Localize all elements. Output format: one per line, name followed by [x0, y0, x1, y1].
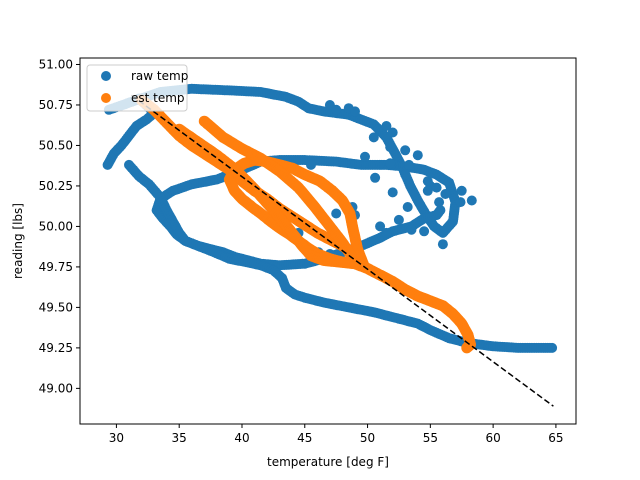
raw-temp-point: [368, 132, 379, 143]
legend-box: [86, 64, 188, 112]
x-tick-label: 35: [172, 431, 187, 445]
y-tick-label: 50.75: [39, 98, 73, 112]
x-tick-label: 60: [485, 431, 500, 445]
raw-temp-point: [375, 221, 386, 232]
raw-temp-point: [404, 159, 414, 170]
raw-temp-point: [456, 185, 467, 196]
y-tick-label: 50.00: [39, 219, 73, 233]
raw-temp-point: [434, 197, 445, 208]
x-tick-label: 50: [360, 431, 375, 445]
y-tick-label: 49.75: [39, 260, 73, 274]
raw-temp-point: [406, 224, 417, 235]
raw-temp-point: [402, 202, 413, 212]
raw-temp-point: [370, 172, 381, 183]
raw-temp-point: [547, 342, 558, 353]
series-layer: [102, 83, 558, 407]
y-tick-label: 50.25: [39, 179, 73, 193]
legend-label-raw-temp: raw temp: [131, 69, 188, 83]
fit-line: [131, 94, 554, 407]
raw-temp-point: [385, 142, 396, 153]
y-axis: 49.00 49.25 49.50 49.75 50.00 50.25 50.50 50.75…: [39, 57, 80, 395]
x-tick-label: 30: [109, 431, 124, 445]
y-tick-label: 50.50: [39, 138, 73, 152]
raw-temp-point: [350, 106, 360, 117]
plot-frame: [79, 57, 577, 425]
y-tick-label: 49.00: [39, 381, 73, 395]
est-temp-point: [461, 342, 473, 354]
raw-temp-point: [385, 158, 396, 169]
legend-marker-est-temp: [101, 93, 111, 103]
raw-temp-point: [419, 226, 430, 237]
raw-temp-point: [437, 239, 448, 250]
raw-temp-point: [400, 145, 411, 156]
raw-temp-point: [381, 227, 392, 238]
raw-temp-point: [387, 187, 398, 198]
y-tick-label: 49.50: [39, 300, 73, 314]
raw-temp-point: [393, 214, 404, 225]
legend: raw temp est temp: [86, 64, 188, 112]
est-temp-point: [345, 250, 357, 262]
legend-label-est-temp: est temp: [131, 91, 185, 105]
legend-marker-raw-temp: [101, 71, 111, 81]
raw-temp-point: [400, 169, 411, 180]
y-tick-label: 49.25: [39, 341, 73, 355]
raw-temp-point: [387, 127, 398, 138]
raw-temp-point: [306, 159, 316, 170]
x-tick-label: 55: [423, 431, 438, 445]
raw-temp-point: [435, 205, 446, 216]
raw-temp-point: [412, 150, 423, 161]
x-tick-label: 65: [548, 431, 563, 445]
raw-temp-point: [422, 185, 433, 196]
raw-temp-point: [381, 121, 392, 131]
x-tick-label: 45: [297, 431, 312, 445]
raw-temp-point: [331, 104, 342, 115]
x-axis-label: temperature [deg F]: [267, 455, 389, 469]
raw-temp-point: [331, 208, 342, 219]
x-tick-label: 40: [234, 431, 249, 445]
raw-temp-point: [360, 151, 370, 162]
x-axis: 30 35 40 45 50 55 60 65: [109, 424, 564, 445]
y-axis-label: reading [lbs]: [11, 203, 25, 279]
raw-temp-point: [466, 195, 477, 206]
raw-temp-point: [422, 176, 433, 187]
raw-temp-point: [431, 182, 442, 193]
raw-temp-point: [455, 197, 466, 208]
raw-temp-point: [440, 189, 451, 199]
y-tick-label: 51.00: [39, 57, 73, 71]
